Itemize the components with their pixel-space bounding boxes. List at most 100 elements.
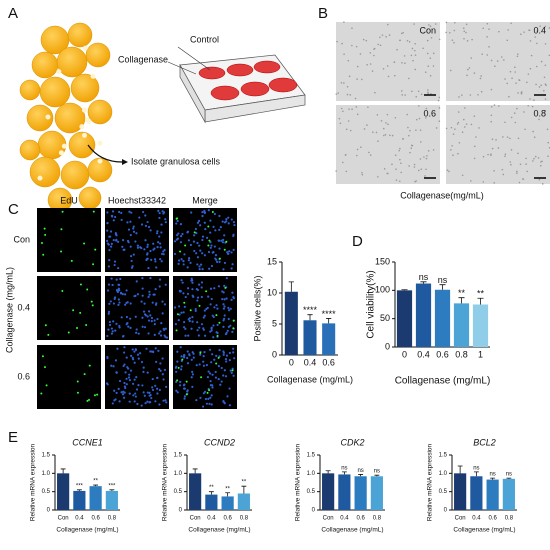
nucleus [192,295,195,298]
speckle [411,90,413,93]
edu-cell [76,391,79,394]
speckle [415,95,418,98]
speckle [372,131,374,134]
speckle [465,123,468,125]
speckle [454,128,456,130]
nucleus [158,403,161,406]
nucleus [151,350,155,353]
nucleus [202,364,206,367]
nucleus [128,373,131,376]
speckle [448,170,450,173]
speckle [481,53,483,55]
nucleus [186,362,190,365]
speckle [391,163,393,166]
nucleus [188,317,191,320]
nucleus [191,316,194,319]
nucleus [117,298,120,301]
nucleus [188,353,191,356]
nucleus [108,323,112,327]
speckle [438,96,441,99]
edu-cell [92,263,95,266]
row-label: 0.4 [17,302,30,312]
granulosa-cell [97,140,103,146]
nucleus [221,298,224,301]
edu-cell [218,257,221,260]
speckle [514,121,517,124]
nucleus [223,369,226,372]
speckle [420,141,422,143]
x-tick-label: 0.8 [455,349,468,359]
significance: **** [303,305,318,315]
nucleus [126,239,130,243]
nucleus [132,358,135,361]
error-bar [307,314,313,321]
nucleus [184,334,187,337]
nucleus [219,383,222,386]
speckle [386,172,389,175]
speckle [388,34,391,36]
nucleus [124,303,127,306]
edu-cell [176,379,179,382]
nucleus [201,268,204,271]
nucleus [199,353,202,356]
edu-cell [76,327,79,330]
nucleus [127,228,131,231]
speckle [536,30,539,32]
speckle [470,123,473,126]
nucleus [142,310,146,313]
edu-cell [60,228,63,231]
nucleus [133,378,136,381]
bar [189,473,202,510]
speckle [420,168,423,171]
nucleus [125,315,129,319]
nucleus [230,251,233,254]
bar [470,476,483,510]
nucleus [140,300,143,303]
nucleus [138,352,142,355]
speckle [424,175,426,177]
error-bar [477,297,484,305]
bar [434,289,451,347]
y-tick-label: 1.0 [174,471,183,477]
nucleus [214,229,217,232]
speckle [359,53,362,55]
nucleus [205,363,208,367]
speckle [482,155,485,158]
speckle [527,104,530,107]
nucleus [208,402,211,405]
speckle [427,89,429,91]
edu-cell [215,362,218,365]
speckle [458,96,460,98]
speckle [465,23,468,26]
nucleus [143,394,146,397]
edu-cell [61,289,64,292]
edu-cell [94,248,97,251]
speckle [339,122,342,125]
speckle [517,53,519,55]
nucleus [125,377,128,380]
nucleus [180,258,183,261]
speckle [486,36,488,38]
nucleus [218,349,221,352]
nucleus [174,323,178,326]
nucleus [108,320,111,324]
nucleus [222,374,225,377]
nucleus [138,216,141,219]
nucleus [154,260,157,263]
significance: *** [76,483,84,489]
y-tick-label: 5 [272,318,277,328]
nucleus [218,355,221,358]
nucleus [210,361,213,364]
tile-label: Con [419,25,436,35]
label-control: Control [190,34,219,44]
nucleus [220,239,223,242]
granulosa-cell [61,143,67,149]
speckle [391,134,394,137]
x-tick-label: 0.8 [505,516,514,522]
speckle [398,180,401,183]
speckle [414,42,416,45]
nucleus [125,323,128,326]
nucleus [146,243,149,246]
speckle [526,81,528,84]
edu-cell [86,399,89,402]
